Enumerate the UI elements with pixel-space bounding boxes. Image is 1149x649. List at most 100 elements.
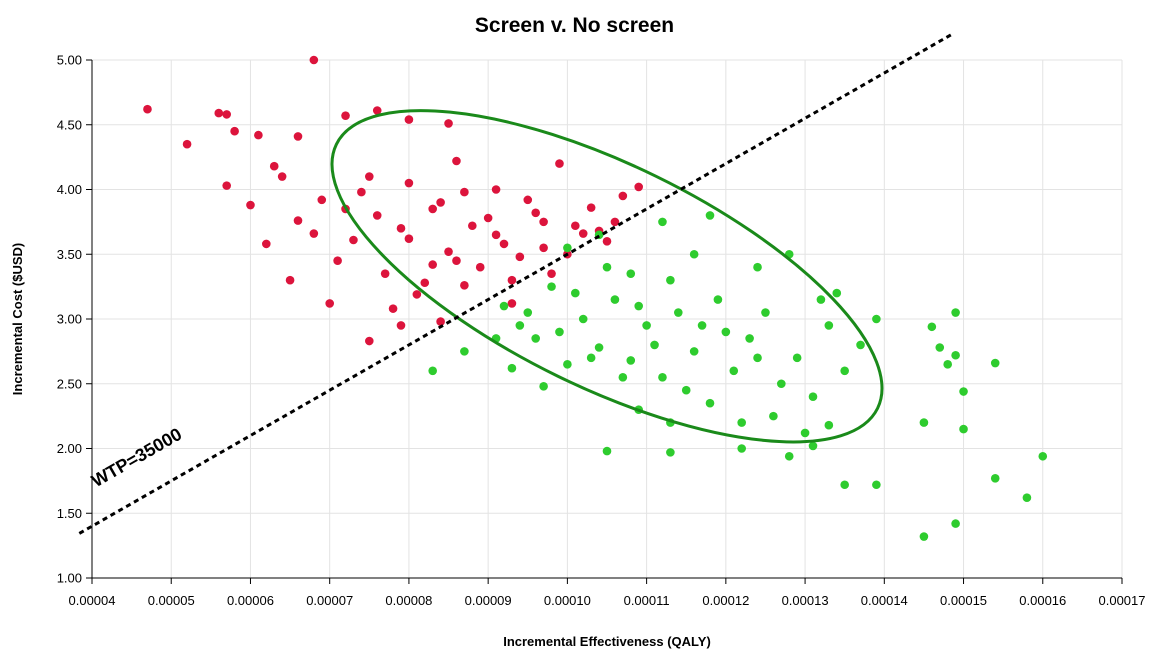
data-point	[689, 347, 699, 356]
data-point	[800, 428, 810, 438]
data-point	[222, 110, 231, 119]
data-point	[990, 358, 1000, 368]
data-point	[515, 252, 525, 262]
data-point	[824, 321, 834, 330]
data-point	[689, 249, 699, 259]
data-point	[658, 372, 667, 382]
data-point	[547, 269, 556, 278]
data-point	[507, 363, 517, 373]
data-point	[1022, 493, 1032, 503]
data-point	[246, 200, 255, 210]
y-tick-label: 2.50	[57, 376, 82, 391]
data-point	[602, 237, 612, 246]
data-point	[737, 444, 746, 453]
data-point	[499, 301, 509, 311]
data-point	[277, 172, 287, 181]
data-point	[1038, 451, 1048, 461]
data-point	[412, 290, 422, 299]
data-point	[523, 195, 533, 205]
data-point	[365, 336, 374, 346]
data-point	[254, 130, 263, 140]
data-point	[666, 448, 675, 457]
x-tick-label: 0.00015	[940, 593, 987, 608]
data-point	[571, 221, 580, 231]
data-point	[856, 340, 865, 350]
data-point	[753, 353, 762, 363]
data-point	[872, 314, 881, 324]
data-point	[729, 366, 739, 376]
data-point	[919, 532, 929, 541]
data-point	[269, 161, 279, 171]
data-point	[539, 382, 548, 391]
y-tick-label: 4.50	[57, 117, 82, 132]
x-tick-label: 0.00014	[861, 593, 908, 608]
x-tick-label: 0.00007	[306, 593, 353, 608]
x-tick-label: 0.00009	[465, 593, 512, 608]
data-point	[428, 366, 437, 376]
data-point	[824, 420, 834, 430]
data-point	[309, 229, 319, 238]
data-point	[230, 126, 239, 136]
data-point	[365, 172, 374, 181]
data-point	[143, 104, 152, 114]
data-point	[642, 321, 651, 330]
wtp-label: WTP=35000	[88, 424, 185, 491]
data-point	[507, 299, 517, 308]
data-point	[634, 182, 643, 192]
data-point	[452, 156, 461, 166]
data-point	[990, 473, 1000, 483]
data-point	[182, 139, 192, 149]
data-point	[721, 327, 731, 337]
data-point	[959, 424, 968, 434]
data-point	[341, 111, 350, 120]
data-point	[586, 203, 596, 212]
data-point	[222, 181, 231, 190]
y-tick-label: 1.00	[57, 571, 82, 586]
data-point	[951, 308, 960, 317]
data-point	[610, 217, 620, 227]
y-tick-label: 3.00	[57, 312, 82, 327]
data-point	[531, 334, 540, 343]
data-point	[214, 108, 224, 118]
data-point	[777, 379, 786, 389]
data-point	[404, 178, 414, 188]
data-point	[325, 299, 334, 308]
data-point	[737, 418, 746, 427]
data-point	[808, 441, 818, 451]
data-point	[372, 211, 382, 220]
overlays: WTP=35000	[78, 32, 953, 535]
chart-title: Screen v. No screen	[474, 14, 675, 37]
data-point	[262, 239, 271, 249]
data-point	[444, 247, 453, 256]
data-point	[380, 269, 390, 278]
y-tick-label: 1.50	[57, 506, 82, 521]
data-point	[840, 366, 849, 376]
x-tick-label: 0.00012	[702, 593, 749, 608]
axes: 0.00004 0.00005 0.00006 0.00007 0.00008 0.000…	[57, 53, 1146, 609]
data-point	[491, 185, 501, 194]
data-point	[943, 360, 952, 369]
data-point	[594, 343, 604, 352]
data-point	[769, 411, 778, 421]
data-point	[610, 295, 620, 304]
data-point	[586, 353, 596, 363]
y-tick-label: 5.00	[57, 53, 82, 68]
x-tick-label: 0.00013	[782, 593, 829, 608]
x-tick-label: 0.00011	[624, 593, 670, 608]
data-point	[428, 260, 437, 269]
data-point	[602, 262, 612, 272]
data-point	[658, 217, 667, 227]
data-point	[650, 340, 659, 350]
data-point	[293, 216, 303, 225]
data-point	[547, 282, 556, 291]
x-tick-label: 0.00016	[1019, 593, 1066, 608]
data-point	[563, 360, 572, 369]
data-point	[919, 418, 929, 427]
data-point	[666, 275, 675, 285]
data-point	[460, 187, 469, 197]
data-point	[681, 385, 691, 395]
data-point	[951, 519, 960, 528]
y-axis-label: Incremental Cost ($USD)	[10, 243, 25, 395]
